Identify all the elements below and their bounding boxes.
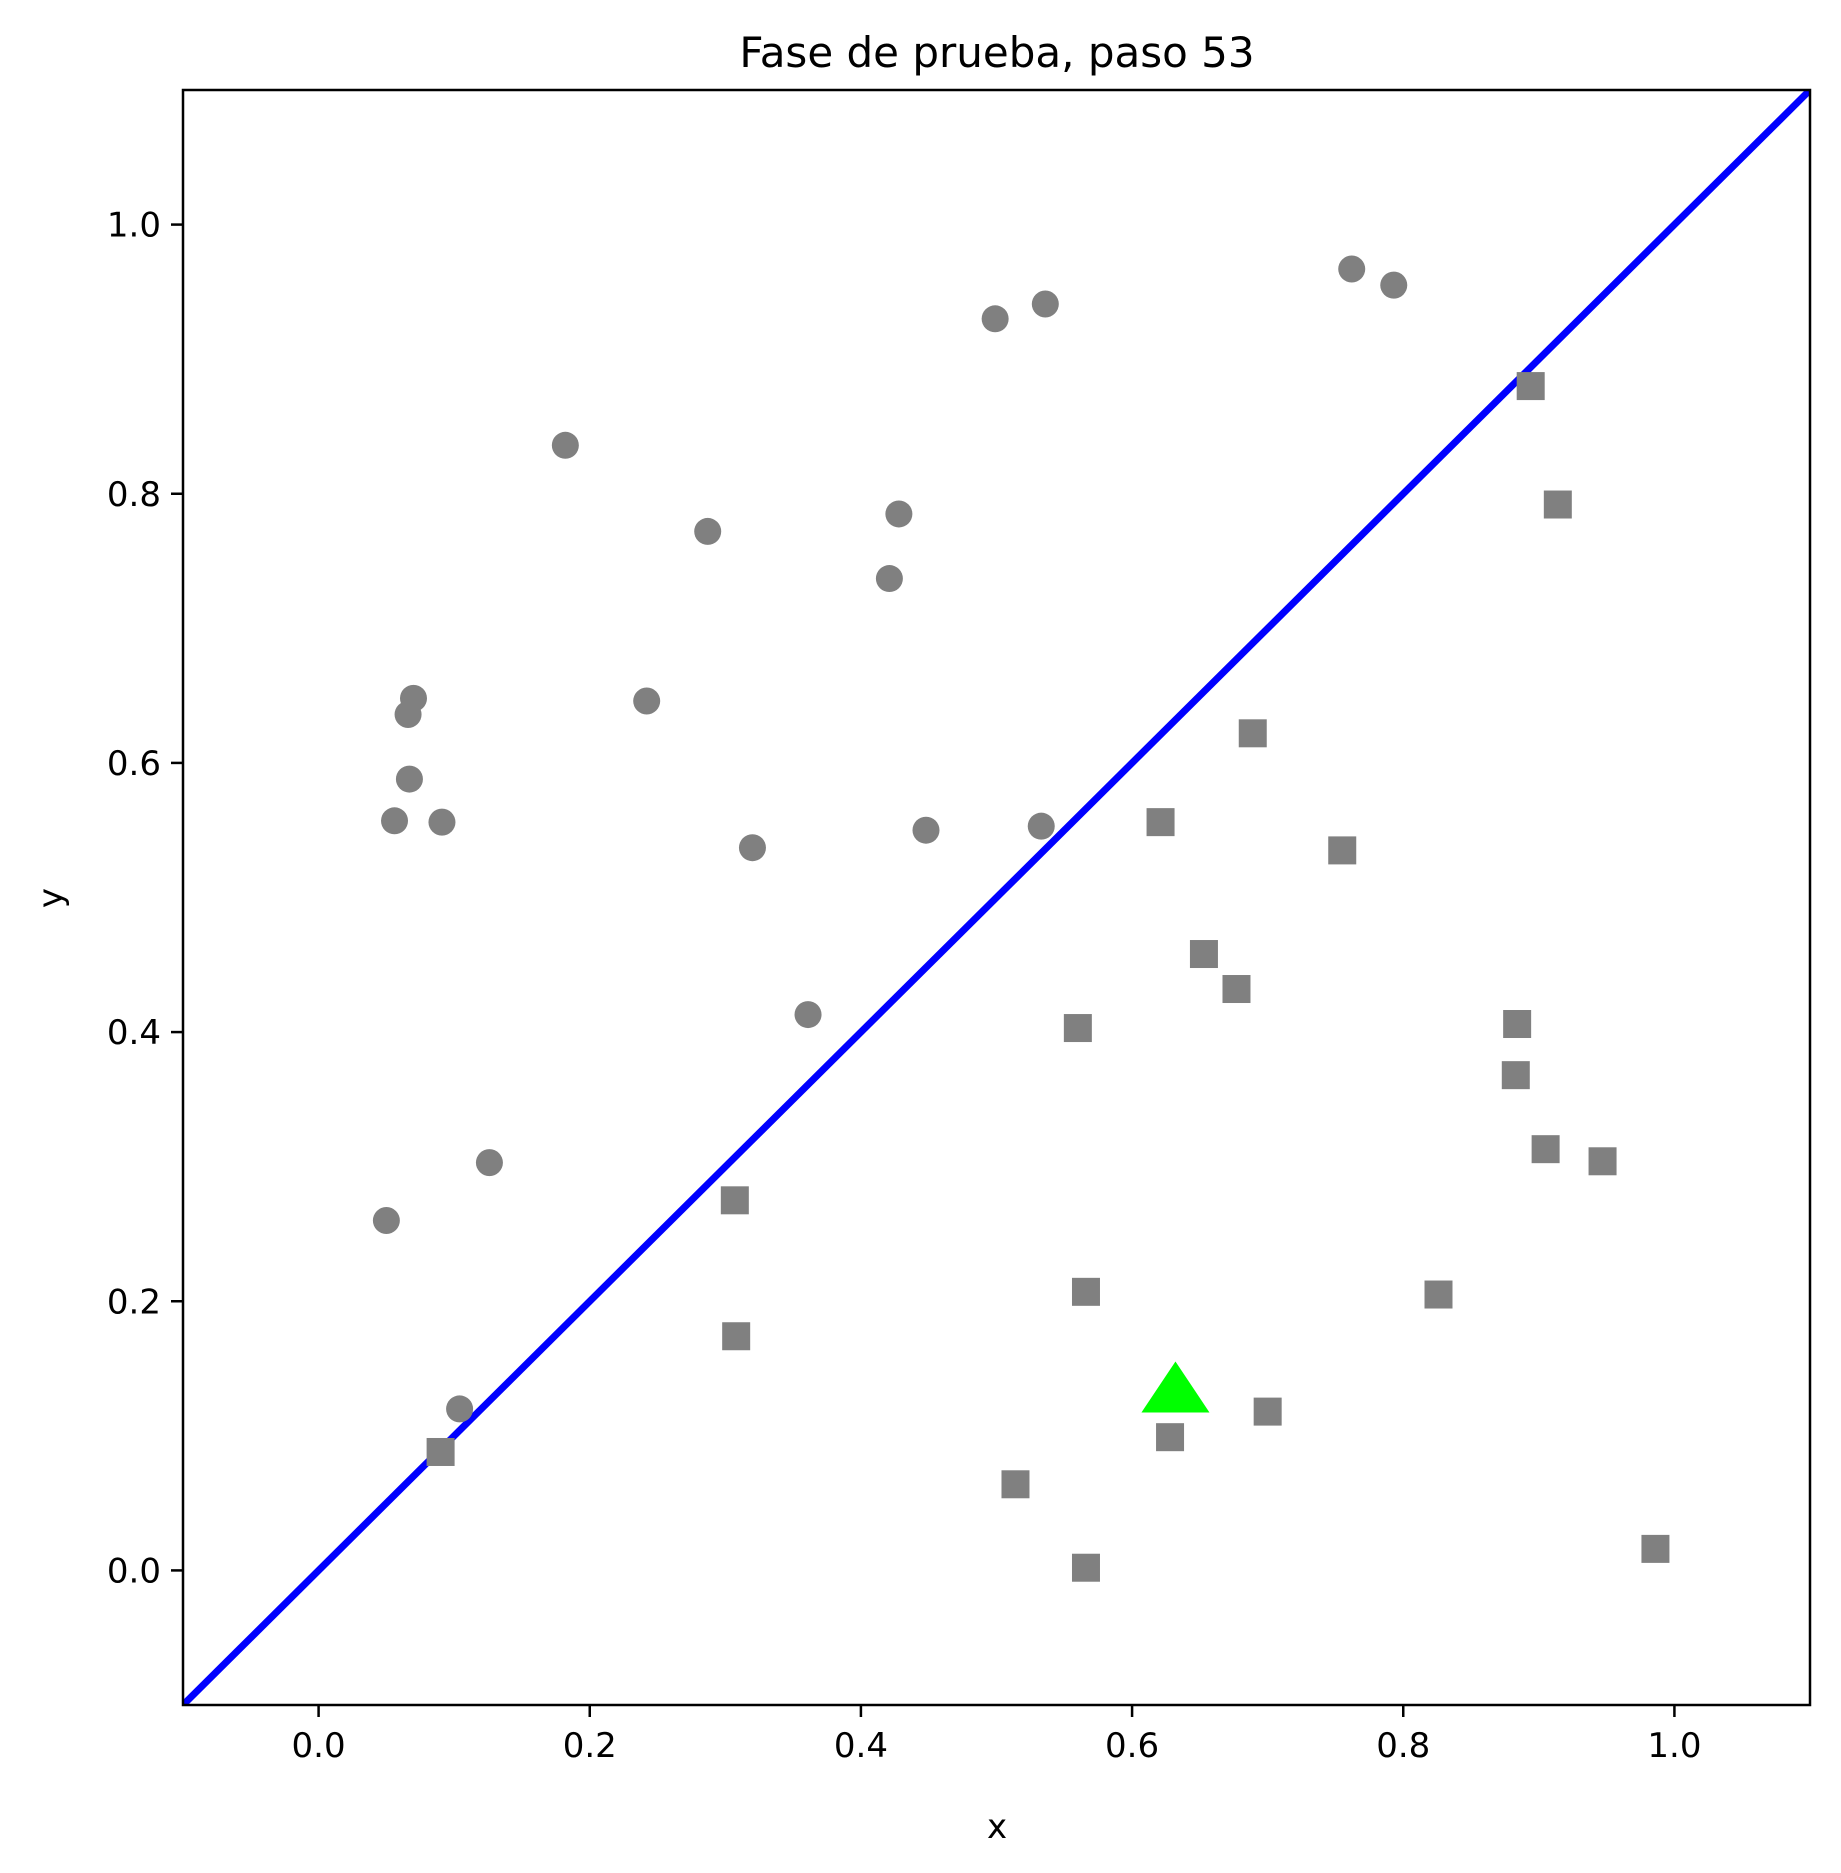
point-circle-7	[1380, 271, 1408, 299]
x-tick-label-5: 1.0	[1647, 1726, 1701, 1766]
point-circle-14	[738, 834, 766, 862]
decision-line-0	[183, 90, 1810, 1705]
point-square-14	[1424, 1280, 1453, 1309]
point-square-1	[1543, 490, 1572, 519]
point-square-15	[722, 1322, 751, 1351]
chart-title: Fase de prueba, paso 53	[739, 28, 1254, 77]
y-tick-label-2: 0.4	[107, 1013, 161, 1053]
y-tick-label-3: 0.6	[107, 744, 161, 784]
y-tick-label-0: 0.0	[107, 1551, 161, 1591]
point-square-7	[1063, 1014, 1092, 1043]
point-circle-5	[1031, 290, 1059, 318]
point-square-20	[1071, 1553, 1100, 1582]
decision-line-layer	[183, 90, 1810, 1705]
point-circle-13	[428, 808, 456, 836]
point-square-11	[1588, 1147, 1617, 1176]
y-axis-ticks: 0.0 0.2 0.4 0.6 0.8 1.0	[107, 206, 183, 1591]
point-circle-17	[794, 1001, 822, 1029]
y-tick-label-4: 0.8	[107, 475, 161, 515]
point-square-21	[1641, 1534, 1670, 1563]
point-circle-19	[372, 1207, 400, 1234]
point-circle-4	[981, 305, 1009, 333]
point-circle-18	[475, 1149, 503, 1177]
y-tick-label-1: 0.2	[107, 1282, 161, 1322]
point-circle-15	[912, 816, 940, 844]
point-square-9	[1501, 1061, 1530, 1090]
point-square-0	[1516, 372, 1545, 401]
point-square-16	[1253, 1397, 1282, 1426]
x-tick-label-2: 0.4	[834, 1726, 888, 1766]
point-square-19	[1001, 1470, 1030, 1499]
point-circle-1	[694, 517, 722, 545]
x-tick-label-3: 0.6	[1105, 1726, 1159, 1766]
point-circle-12	[381, 807, 409, 835]
y-axis-label: y	[31, 888, 71, 908]
point-square-3	[1146, 808, 1175, 837]
point-square-8	[1503, 1010, 1532, 1039]
point-circle-16	[1027, 812, 1055, 840]
point-square-12	[720, 1186, 749, 1215]
point-circle-2	[885, 500, 913, 528]
x-tick-label-0: 0.0	[292, 1726, 346, 1766]
point-triangle-0	[1141, 1361, 1210, 1413]
point-circle-10	[633, 687, 661, 715]
x-tick-label-1: 0.2	[563, 1726, 617, 1766]
point-square-13	[1071, 1277, 1100, 1306]
plot-frame	[181, 88, 1812, 1707]
data-points-layer	[372, 255, 1670, 1582]
point-circle-11	[395, 765, 423, 793]
point-square-4	[1328, 836, 1357, 865]
point-circle-3	[875, 565, 903, 593]
point-square-10	[1531, 1135, 1560, 1164]
point-square-2	[1238, 719, 1267, 748]
point-square-18	[426, 1437, 455, 1466]
point-circle-0	[551, 431, 579, 459]
point-square-5	[1189, 940, 1218, 969]
point-circle-20	[446, 1395, 474, 1423]
point-square-17	[1156, 1423, 1185, 1452]
x-axis-label: x	[987, 1807, 1007, 1847]
y-tick-label-5: 1.0	[107, 206, 161, 246]
x-axis-ticks: 0.0 0.2 0.4 0.6 0.8 1.0	[292, 1705, 1701, 1766]
point-circle-9	[394, 700, 422, 728]
point-square-6	[1222, 975, 1251, 1004]
x-tick-label-4: 0.8	[1376, 1726, 1430, 1766]
point-circle-6	[1338, 255, 1366, 283]
